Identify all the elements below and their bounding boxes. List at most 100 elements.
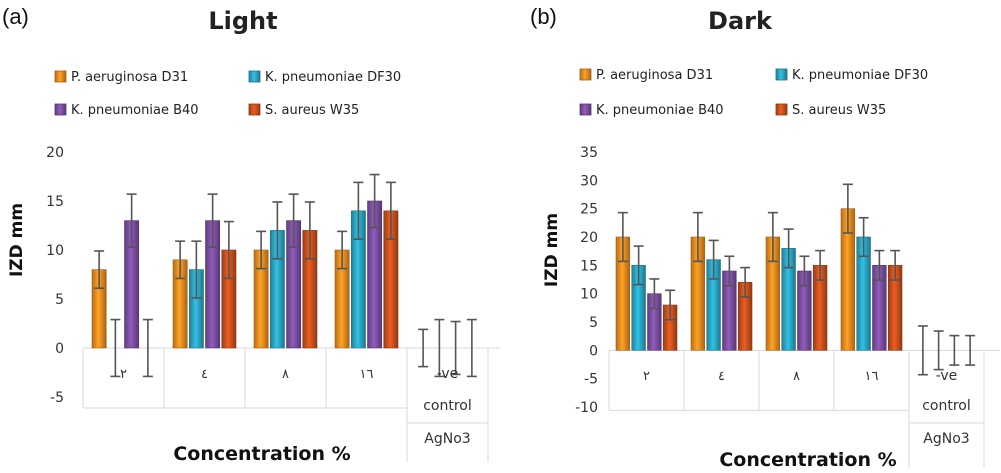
y-tick-label: 20: [580, 230, 598, 246]
error-bar-k-pneumoniae-b40: [874, 249, 885, 281]
error-bar-k-pneumoniae-b40: [288, 193, 299, 248]
error-bar-p-aeruginosa-d31: [175, 240, 186, 280]
y-tick-label: 30: [580, 173, 598, 189]
error-bar-s-aureus-w35: [466, 318, 477, 378]
error-bar-p-aeruginosa-d31: [842, 183, 853, 234]
legend-item-k-pneumoniae-df30: K. pneumoniae DF30: [248, 70, 401, 85]
category-label: -ve: [936, 368, 958, 384]
category-label: control: [922, 398, 971, 414]
legend-label: P. aeruginosa D31: [71, 70, 188, 85]
y-tick-label: 10: [46, 243, 64, 259]
error-bar-s-aureus-w35: [142, 318, 153, 378]
error-bar-k-pneumoniae-df30: [633, 245, 644, 286]
axis-group-label: AgNo3: [424, 431, 470, 447]
error-bar-p-aeruginosa-d31: [337, 230, 348, 270]
error-bar-k-pneumoniae-df30: [783, 228, 794, 269]
legend-swatch: [579, 103, 592, 116]
error-bar-k-pneumoniae-b40: [450, 320, 461, 376]
legend-label: K. pneumoniae DF30: [792, 68, 928, 83]
axis-group-label: AgNo3: [923, 431, 969, 447]
error-bar-k-pneumoniae-b40: [207, 193, 218, 248]
error-bar-k-pneumoniae-b40: [724, 255, 735, 287]
y-axis-label: IZD mm: [7, 203, 27, 277]
legend-swatch: [54, 103, 67, 116]
error-bar-s-aureus-w35: [890, 249, 901, 281]
error-bar-k-pneumoniae-b40: [799, 255, 810, 287]
y-axis-label: IZD mm: [542, 213, 562, 287]
legend-item-p-aeruginosa-d31: P. aeruginosa D31: [54, 70, 188, 85]
error-bar-k-pneumoniae-b40: [649, 278, 660, 310]
y-tick-label: 35: [580, 145, 598, 161]
category-label: ٨: [793, 369, 800, 384]
legend-label: P. aeruginosa D31: [596, 68, 713, 83]
chart-panel-light: (a) Light P. aeruginosa D31 K. pneumoniae D…: [2, 4, 500, 465]
error-bar-s-aureus-w35: [385, 181, 396, 241]
chart-panel-dark: (b) Dark P. aeruginosa D31 K. pneumoniae DF…: [530, 4, 1000, 471]
y-tick-label: 0: [55, 341, 64, 357]
category-label: ١٦: [360, 367, 374, 382]
category-label: ٨: [282, 367, 289, 382]
y-tick-label: 15: [580, 258, 598, 274]
chart-title: Light: [208, 7, 277, 35]
x-axis-label: Concentration %: [719, 449, 896, 471]
y-tick-label: 20: [46, 145, 64, 161]
y-tick-label: -10: [575, 400, 598, 416]
legend-item-s-aureus-w35: S. aureus W35: [775, 103, 886, 118]
legend-label: K. pneumoniae B40: [71, 103, 199, 118]
error-bar-k-pneumoniae-b40: [369, 173, 380, 229]
legend-item-s-aureus-w35: S. aureus W35: [248, 103, 359, 118]
error-bar-k-pneumoniae-df30: [434, 318, 445, 378]
error-bar-p-aeruginosa-d31: [94, 250, 105, 290]
legend-swatch: [248, 103, 261, 116]
error-bar-k-pneumoniae-df30: [933, 330, 944, 371]
error-bar-k-pneumoniae-df30: [353, 181, 364, 241]
legend-label: K. pneumoniae B40: [596, 103, 724, 118]
y-tick-label: -5: [50, 390, 64, 406]
error-bar-s-aureus-w35: [665, 289, 676, 321]
legend-swatch: [54, 70, 67, 83]
error-bar-p-aeruginosa-d31: [692, 211, 703, 263]
error-bar-k-pneumoniae-df30: [110, 318, 121, 378]
x-axis-label: Concentration %: [173, 443, 350, 465]
error-bar-p-aeruginosa-d31: [418, 328, 429, 368]
y-tick-label: 5: [589, 315, 598, 331]
error-bar-s-aureus-w35: [740, 266, 751, 298]
y-tick-label: 0: [589, 343, 598, 359]
category-label: ٢: [643, 369, 650, 384]
legend-item-p-aeruginosa-d31: P. aeruginosa D31: [579, 68, 713, 83]
error-bar-k-pneumoniae-df30: [272, 201, 283, 260]
y-tick-label: 10: [580, 287, 598, 303]
error-bar-p-aeruginosa-d31: [767, 211, 778, 263]
y-tick-label: 5: [55, 292, 64, 308]
category-label: ٢: [120, 367, 127, 382]
y-tick-label: 15: [46, 194, 64, 210]
legend-item-k-pneumoniae-df30: K. pneumoniae DF30: [775, 68, 928, 83]
legend-label: S. aureus W35: [792, 103, 886, 118]
legend-swatch: [248, 70, 261, 83]
legend-label: K. pneumoniae DF30: [265, 70, 401, 85]
error-bar-k-pneumoniae-df30: [858, 216, 869, 258]
legend-swatch: [579, 68, 592, 81]
error-bar-p-aeruginosa-d31: [617, 211, 628, 263]
error-bar-s-aureus-w35: [815, 249, 826, 281]
category-label: ١٦: [865, 369, 879, 384]
error-bar-s-aureus-w35: [304, 201, 315, 260]
legend-item-k-pneumoniae-b40: K. pneumoniae B40: [579, 103, 724, 118]
legend-swatch: [775, 68, 788, 81]
error-bar-p-aeruginosa-d31: [256, 230, 267, 270]
category-label: -ve: [437, 366, 459, 382]
error-bar-p-aeruginosa-d31: [917, 325, 928, 376]
category-label: ٤: [201, 367, 208, 382]
error-bar-s-aureus-w35: [965, 334, 976, 366]
category-label: ٤: [718, 369, 725, 384]
error-bar-k-pneumoniae-b40: [949, 334, 960, 366]
chart-title: Dark: [708, 7, 773, 35]
panel-letter: (b): [530, 4, 557, 29]
y-tick-label: 25: [580, 202, 598, 218]
error-bar-k-pneumoniae-b40: [126, 193, 137, 248]
error-bar-k-pneumoniae-df30: [191, 240, 202, 299]
category-label: control: [423, 398, 472, 414]
panel-letter: (a): [2, 4, 29, 29]
error-bar-k-pneumoniae-df30: [708, 239, 719, 280]
